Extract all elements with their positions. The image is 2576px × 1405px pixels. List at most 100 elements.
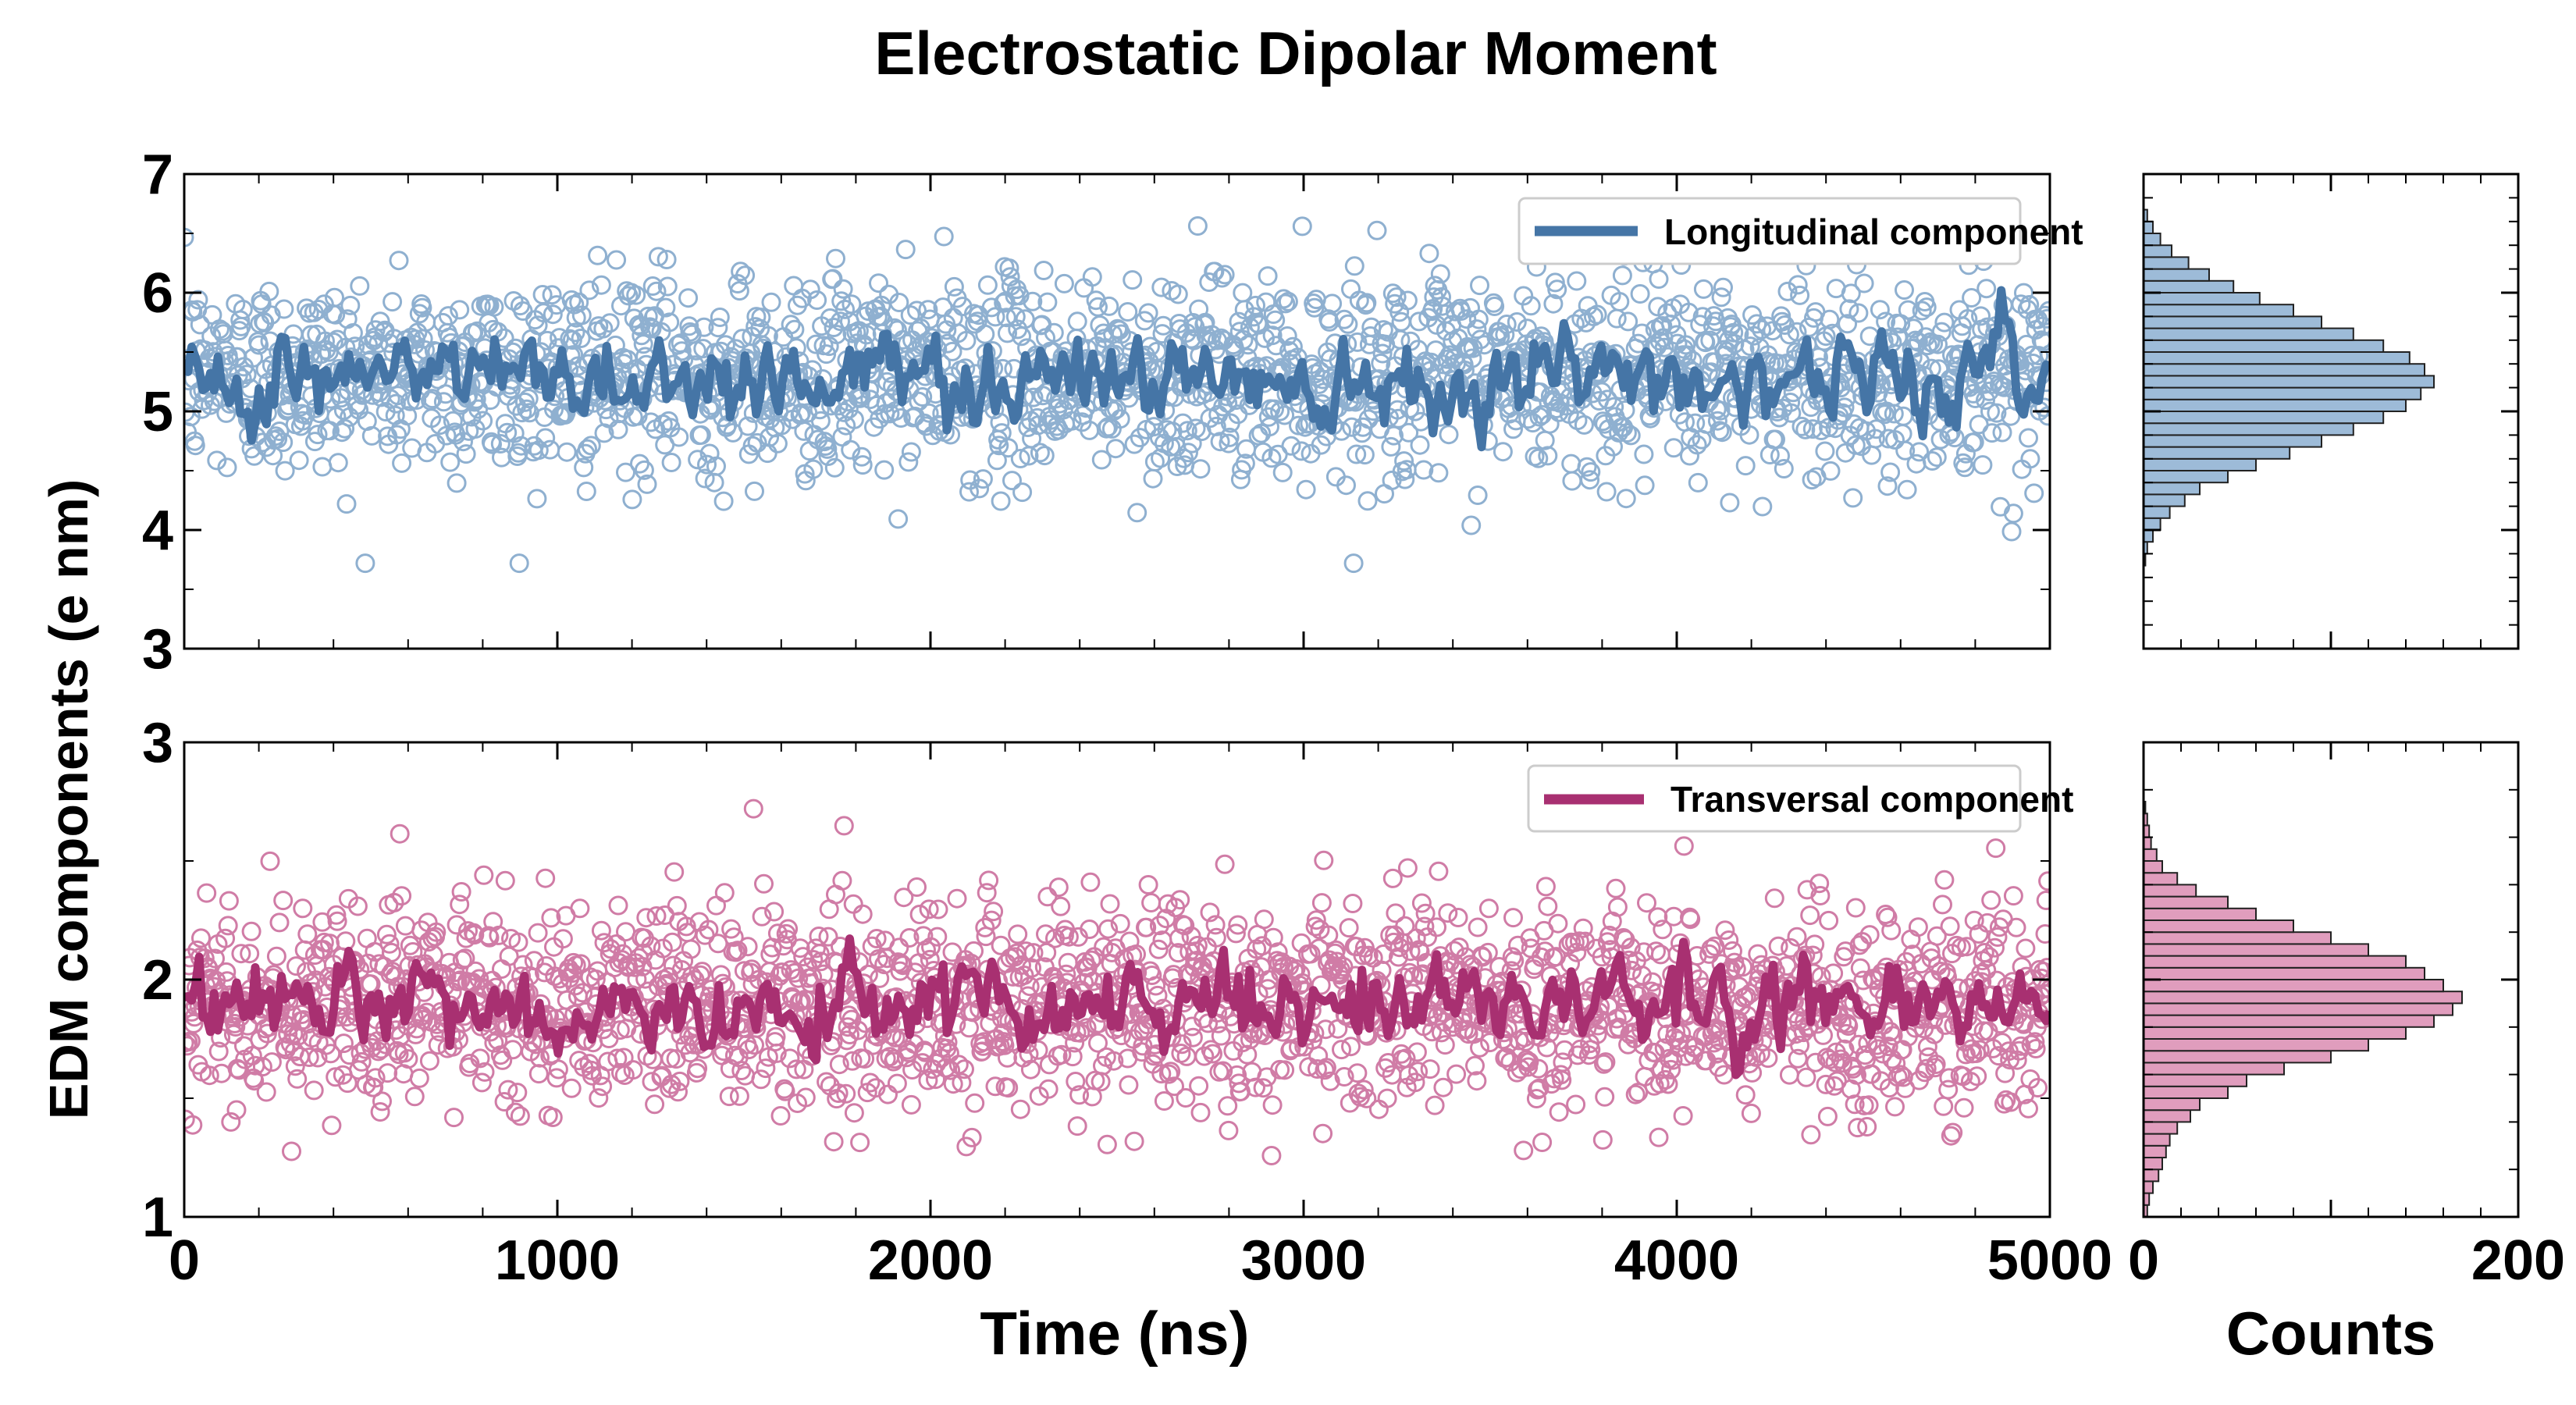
scatter-point [767, 1043, 787, 1063]
scatter-point [1748, 944, 1768, 964]
scatter-point [323, 332, 343, 352]
scatter-point [660, 312, 680, 333]
scatter-point [517, 399, 537, 419]
scatter-point [386, 393, 406, 414]
scatter-point [2025, 1032, 2045, 1052]
x-tick-label: 3000 [1241, 1229, 1366, 1292]
scatter-point [1080, 919, 1100, 939]
scatter-point [803, 459, 824, 479]
scatter-point [1710, 1030, 1730, 1051]
scatter-point [2007, 1050, 2027, 1070]
scatter-point [937, 1038, 957, 1058]
scatter-point [1612, 265, 1632, 286]
scatter-point [738, 1040, 759, 1060]
histogram-bar [2143, 979, 2444, 993]
scatter-point [1048, 420, 1069, 440]
scatter-point [556, 403, 576, 423]
scatter-point [361, 425, 382, 446]
scatter-point [1495, 325, 1515, 345]
scatter-point [244, 1071, 265, 1091]
scatter-point [1683, 1044, 1703, 1065]
scatter-point [553, 929, 573, 949]
scatter-point [2026, 1039, 2046, 1058]
scatter-point [784, 276, 804, 296]
scatter-point [985, 1076, 1005, 1097]
scatter-point [855, 1049, 875, 1069]
scatter-point [1635, 475, 1655, 496]
scatter-point [1880, 462, 1901, 482]
scatter-point [1175, 916, 1195, 936]
scatter-point [916, 940, 936, 960]
scatter-point [252, 1057, 272, 1077]
scatter-point [508, 932, 528, 952]
scatter-point [1606, 308, 1627, 329]
scatter-point [184, 227, 194, 247]
scatter-point [1106, 399, 1126, 419]
scatter-point [1038, 1079, 1059, 1099]
scatter-point [757, 443, 777, 464]
scatter-point [706, 895, 726, 916]
scatter-point [1800, 905, 1820, 926]
histogram-bar [2143, 505, 2171, 519]
scatter-point [921, 937, 941, 957]
scatter-point [1415, 903, 1436, 923]
scatter-point [409, 1068, 429, 1088]
scatter-point [1654, 337, 1674, 357]
scatter-point [608, 895, 628, 916]
scatter-point [962, 1127, 982, 1147]
scatter-point [382, 292, 403, 312]
scatter-point [1661, 1059, 1681, 1080]
scatter-point [576, 482, 596, 501]
scatter-point [1433, 1077, 1453, 1097]
scatter-point [731, 1061, 752, 1080]
transversal-series-line [184, 934, 2050, 1080]
scatter-point [1841, 283, 1861, 304]
scatter-point [1503, 419, 1523, 439]
scatter-point [956, 330, 977, 350]
scatter-point [919, 899, 939, 919]
scatter-point [719, 1087, 739, 1107]
scatter-point [1341, 279, 1361, 299]
scatter-point [1838, 1016, 1859, 1036]
scatter-point [1736, 987, 1756, 1006]
scatter-point [1741, 1103, 1761, 1123]
scatter-point [905, 962, 925, 983]
scatter-point [2011, 294, 2031, 315]
scatter-point [1270, 401, 1290, 422]
scatter-point [1468, 486, 1488, 505]
scatter-point [1148, 939, 1169, 959]
scatter-point [469, 969, 489, 989]
scatter-point [1621, 425, 1641, 446]
scatter-point [891, 408, 911, 428]
histogram-bar [2143, 529, 2154, 543]
scatter-point [1409, 311, 1429, 332]
scatter-point [1610, 292, 1630, 311]
scatter-point [535, 868, 556, 888]
bottom-histogram-panel: 0 200 [2128, 741, 2565, 1292]
scatter-point [729, 1086, 749, 1106]
scatter-point [1394, 451, 1414, 471]
scatter-point [1810, 886, 1831, 905]
scatter-point [1354, 445, 1375, 465]
y-tick-label: 1 [142, 1186, 173, 1249]
scatter-point [781, 315, 801, 335]
scatter-point [370, 1102, 390, 1122]
scatter-point [1304, 297, 1325, 318]
scatter-point [2028, 1078, 2048, 1097]
scatter-point [273, 432, 294, 453]
scatter-point [1496, 315, 1517, 334]
scatter-point [688, 1058, 708, 1079]
scatter-point [1190, 1102, 1211, 1122]
histogram-bar [2143, 1085, 2229, 1100]
scatter-point [1839, 299, 1859, 319]
scatter-point [1098, 919, 1119, 939]
scatter-point [1942, 345, 1962, 365]
scatter-point [397, 406, 418, 426]
scatter-point [1467, 1071, 1487, 1091]
scatter-point [600, 939, 621, 959]
scatter-point [1275, 405, 1295, 425]
scatter-point [1322, 293, 1343, 314]
scatter-point [662, 932, 682, 952]
scatter-point [1012, 482, 1033, 503]
scatter-point [2036, 891, 2050, 910]
